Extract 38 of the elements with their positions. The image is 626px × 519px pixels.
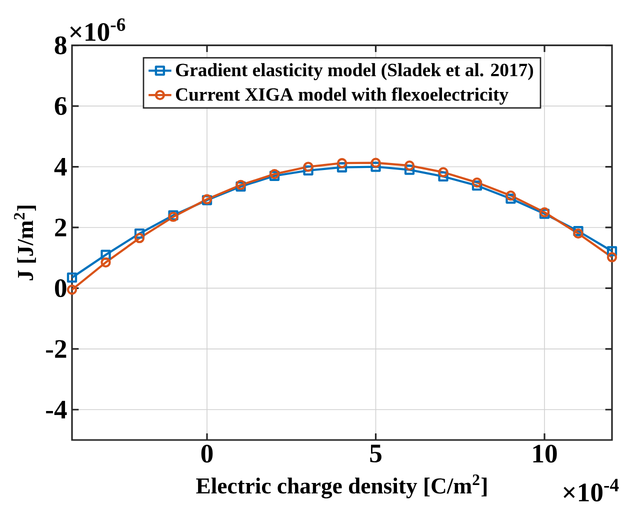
y-tick-label: 4 [54,158,67,176]
point [336,162,348,173]
y-axis-title: J [J/m$^{2}$] [14,206,36,280]
point [303,166,314,176]
y-tick-label: -4 [46,401,67,419]
text: ×10$^{-4}$ [564,479,619,502]
point [134,228,145,239]
point [404,160,415,171]
y-tick-label: 8 [54,36,66,54]
y-tick-label: 0 [54,279,66,298]
point [303,162,314,172]
point [573,228,584,239]
point [100,257,111,268]
point [472,178,482,188]
point [370,162,381,172]
text: ×10$^{-6}$ [70,18,126,42]
point [438,172,448,182]
point [438,167,448,178]
x-axis-title: Electric charge density [C/m$^{2}$] [196,474,487,499]
legend-label: Gradient elasticity model (Sladek et al. 2017) [176,63,534,80]
point [506,194,516,204]
point [573,226,584,236]
y-tick-label: -2 [46,340,66,358]
point [66,272,78,283]
x-tick-label: 0 [201,444,213,463]
point [336,158,348,168]
x-tick-label: 10 [533,444,557,463]
point [506,190,516,201]
point [100,250,111,260]
point [404,164,415,176]
point [134,233,145,244]
x-tick-label: 5 [370,444,382,463]
y-tick-label: 2 [55,218,66,236]
legend-label: Current XIGA model with flexoelectricity [176,88,508,105]
point [370,158,381,168]
point [472,180,482,191]
point [606,246,618,256]
y-tick-label: 6 [54,97,67,116]
